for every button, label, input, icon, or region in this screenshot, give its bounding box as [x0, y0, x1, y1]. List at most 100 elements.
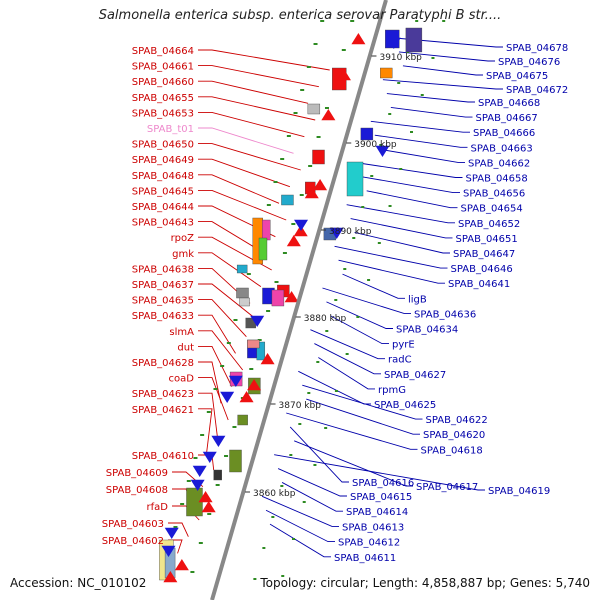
right-leader-line	[265, 509, 335, 543]
left-gene-label[interactable]: coaD	[169, 374, 195, 385]
gene-block	[236, 264, 248, 274]
left-gene-label[interactable]: SPAB_04661	[132, 62, 194, 73]
feature-marker	[271, 516, 275, 518]
right-gene-label[interactable]: SPAB_04615	[350, 492, 412, 503]
right-gene-label[interactable]: SPAB_04617	[416, 482, 478, 493]
right-leader-line	[294, 440, 413, 487]
left-leader-line	[198, 299, 247, 337]
strand-arrow	[294, 219, 309, 231]
left-leader-line	[198, 408, 213, 454]
feature-marker	[253, 578, 257, 580]
left-gene-label[interactable]: SPAB_04623	[132, 389, 194, 400]
right-gene-label[interactable]: SPAB_04667	[476, 113, 538, 124]
left-gene-label[interactable]: SPAB_04610	[132, 451, 194, 462]
feature-marker	[308, 165, 313, 167]
right-gene-label[interactable]: SPAB_04636	[414, 309, 476, 320]
feature-marker	[186, 480, 191, 482]
left-gene-label[interactable]: SPAB_04637	[132, 280, 194, 291]
left-gene-label[interactable]: SPAB_04644	[132, 202, 194, 213]
left-gene-label[interactable]: SPAB_04635	[132, 296, 194, 307]
feature-marker	[266, 310, 271, 312]
feature-marker	[262, 547, 266, 549]
right-gene-label[interactable]: SPAB_04625	[374, 400, 436, 411]
right-gene-label[interactable]: SPAB_04647	[453, 249, 515, 260]
right-leader-line	[261, 495, 339, 527]
feature-marker	[420, 94, 424, 96]
left-gene-label[interactable]: SPAB_04645	[132, 186, 194, 197]
feature-marker	[246, 273, 251, 275]
left-gene-label[interactable]: SPAB_04602	[102, 536, 164, 547]
right-gene-label[interactable]: SPAB_04651	[456, 234, 518, 245]
left-gene-label[interactable]: SPAB_04609	[106, 468, 168, 479]
right-gene-label[interactable]: SPAB_04656	[463, 189, 525, 200]
left-gene-label[interactable]: slmA	[169, 327, 194, 338]
strand-arrow	[161, 545, 176, 557]
feature-marker	[220, 365, 225, 367]
left-gene-label[interactable]: SPAB_04633	[132, 311, 194, 322]
right-gene-label[interactable]: SPAB_04646	[451, 264, 513, 275]
strand-arrow	[163, 571, 178, 583]
right-gene-label[interactable]: SPAB_04654	[461, 204, 523, 215]
feature-marker	[224, 455, 229, 457]
right-leader-line	[289, 426, 349, 483]
right-gene-label[interactable]: SPAB_04612	[338, 538, 400, 549]
right-gene-label[interactable]: SPAB_04616	[352, 478, 414, 489]
right-gene-label[interactable]: SPAB_04663	[471, 143, 533, 154]
right-gene-label[interactable]: SPAB_04613	[342, 522, 404, 533]
left-gene-label[interactable]: SPAB_04603	[102, 519, 164, 530]
right-gene-label[interactable]: SPAB_04676	[498, 57, 560, 68]
right-gene-label[interactable]: SPAB_04662	[468, 158, 530, 169]
gene-block	[312, 149, 325, 165]
left-gene-label[interactable]: gmk	[172, 249, 194, 260]
kbp-label: 3900 kbp	[354, 140, 397, 150]
right-gene-label[interactable]: SPAB_04641	[448, 279, 510, 290]
right-gene-label[interactable]: SPAB_04611	[334, 553, 396, 564]
right-gene-label[interactable]: SPAB_04618	[421, 445, 483, 456]
right-leader-line	[274, 454, 485, 491]
right-gene-label[interactable]: ligB	[408, 294, 427, 305]
right-gene-label[interactable]: SPAB_04634	[396, 325, 458, 336]
left-leader-line	[198, 345, 233, 387]
right-gene-label[interactable]: SPAB_04652	[458, 219, 520, 230]
left-gene-label[interactable]: SPAB_04653	[132, 108, 194, 119]
right-gene-label[interactable]: SPAB_04614	[346, 507, 408, 518]
right-gene-label[interactable]: radC	[388, 355, 412, 366]
strand-arrow	[336, 69, 351, 81]
right-gene-label[interactable]: SPAB_04666	[473, 128, 535, 139]
left-gene-label[interactable]: rpoZ	[171, 233, 195, 244]
right-gene-label[interactable]: SPAB_04672	[506, 85, 568, 96]
left-gene-label[interactable]: SPAB_t01	[147, 124, 194, 135]
left-gene-label[interactable]: SPAB_04643	[132, 218, 194, 229]
gene-block	[307, 103, 321, 115]
left-gene-label[interactable]: SPAB_04650	[132, 140, 194, 151]
left-gene-label[interactable]: SPAB_04621	[132, 405, 194, 416]
right-gene-label[interactable]: SPAB_04668	[478, 98, 540, 109]
left-gene-label[interactable]: rfaD	[147, 502, 169, 513]
feature-marker	[350, 20, 355, 22]
right-leader-line	[350, 218, 453, 239]
right-leader-line	[269, 523, 331, 558]
left-gene-label[interactable]: SPAB_04628	[132, 358, 194, 369]
feature-marker	[316, 361, 320, 363]
right-gene-label[interactable]: SPAB_04675	[486, 71, 548, 82]
right-gene-label[interactable]: rpmG	[378, 385, 406, 396]
left-gene-label[interactable]: SPAB_04660	[132, 77, 194, 88]
kbp-label: 3890 kbp	[329, 227, 372, 237]
right-gene-label[interactable]: SPAB_04619	[488, 486, 550, 497]
left-gene-label[interactable]: SPAB_04664	[132, 46, 194, 57]
left-gene-label[interactable]: SPAB_04608	[106, 485, 168, 496]
left-gene-label[interactable]: SPAB_04638	[132, 264, 194, 275]
right-gene-label[interactable]: SPAB_04622	[426, 415, 488, 426]
right-leader-line	[378, 148, 465, 163]
left-gene-label[interactable]: SPAB_04648	[132, 171, 194, 182]
left-gene-label[interactable]: SPAB_04649	[132, 155, 194, 166]
left-gene-label[interactable]: SPAB_04655	[132, 93, 194, 104]
right-gene-label[interactable]: SPAB_04678	[506, 43, 568, 54]
right-leader-line	[322, 287, 411, 314]
right-gene-label[interactable]: SPAB_04658	[466, 174, 528, 185]
left-gene-label[interactable]: dut	[177, 342, 194, 353]
feature-marker	[320, 20, 325, 22]
right-gene-label[interactable]: SPAB_04620	[423, 430, 485, 441]
right-gene-label[interactable]: pyrE	[392, 340, 415, 351]
right-gene-label[interactable]: SPAB_04627	[384, 370, 446, 381]
